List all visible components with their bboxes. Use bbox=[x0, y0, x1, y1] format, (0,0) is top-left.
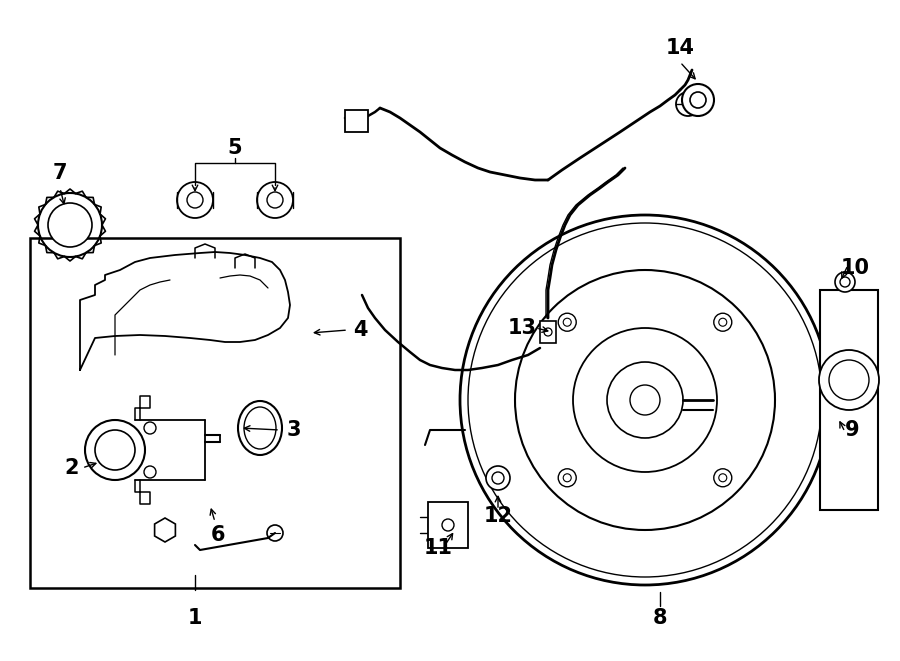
Circle shape bbox=[177, 182, 213, 218]
Text: 13: 13 bbox=[508, 318, 536, 338]
Circle shape bbox=[714, 313, 732, 331]
Circle shape bbox=[486, 466, 510, 490]
Circle shape bbox=[558, 313, 576, 331]
Circle shape bbox=[48, 203, 92, 247]
Text: 7: 7 bbox=[53, 163, 68, 183]
Circle shape bbox=[682, 84, 714, 116]
Circle shape bbox=[460, 215, 830, 585]
Text: 2: 2 bbox=[65, 458, 79, 478]
Text: 9: 9 bbox=[845, 420, 859, 440]
Text: 10: 10 bbox=[841, 258, 869, 278]
Text: 4: 4 bbox=[353, 320, 367, 340]
Polygon shape bbox=[155, 518, 176, 542]
Circle shape bbox=[558, 469, 576, 486]
Text: 3: 3 bbox=[287, 420, 302, 440]
Circle shape bbox=[714, 469, 732, 486]
Circle shape bbox=[85, 420, 145, 480]
Text: 12: 12 bbox=[483, 506, 512, 526]
Bar bbox=[540, 321, 556, 343]
Text: 1: 1 bbox=[188, 608, 202, 628]
Bar bbox=[820, 290, 878, 510]
Text: 8: 8 bbox=[652, 608, 667, 628]
Text: 5: 5 bbox=[228, 138, 242, 158]
Bar bbox=[428, 502, 468, 548]
Circle shape bbox=[835, 272, 855, 292]
Ellipse shape bbox=[238, 401, 282, 455]
Text: 11: 11 bbox=[424, 538, 453, 558]
Circle shape bbox=[819, 350, 879, 410]
Circle shape bbox=[257, 182, 293, 218]
Circle shape bbox=[676, 92, 700, 116]
Bar bbox=[345, 110, 368, 132]
Text: 14: 14 bbox=[665, 38, 695, 58]
Text: 6: 6 bbox=[211, 525, 225, 545]
Bar bbox=[30, 238, 400, 588]
